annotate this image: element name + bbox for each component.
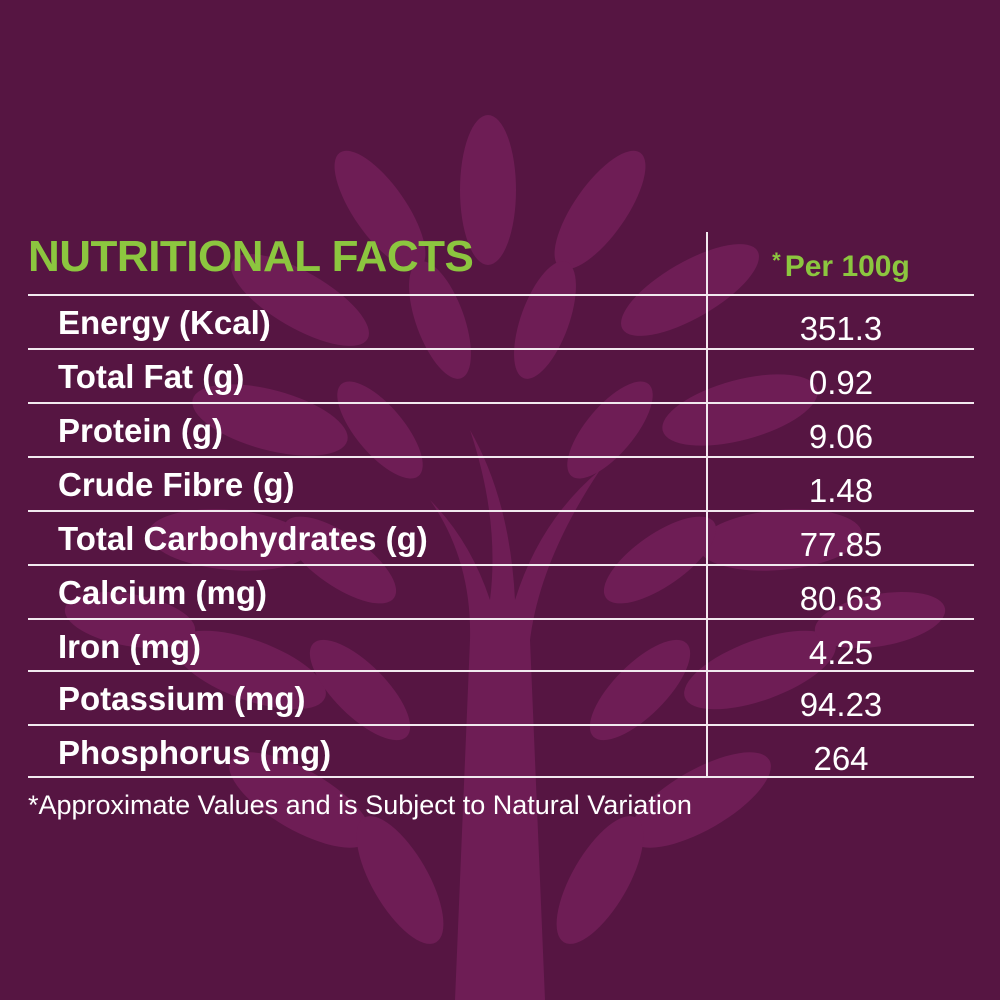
table-row: Calcium (mg) 80.63 [28,566,974,620]
row-rule [28,724,974,726]
row-rule [28,402,974,404]
nutrient-value: 4.25 [808,634,874,671]
column-header: * Per 100g [708,248,974,284]
row-rule [28,564,974,566]
table-row: Energy (Kcal) 351.3 [28,296,974,350]
nutrient-label: Calcium (mg) [58,574,268,611]
row-rule [28,510,974,512]
table-row: Total Fat (g) 0.92 [28,350,974,404]
column-header-label: Per 100g [784,250,910,283]
column-divider [706,232,708,778]
nutrient-value: 0.92 [808,364,874,401]
nutrient-value: 264 [813,740,869,777]
nutrient-label: Total Fat (g) [58,358,245,395]
nutrient-label: Iron (mg) [58,628,201,665]
row-rule [28,618,974,620]
row-rule [28,348,974,350]
nutrient-label: Protein (g) [58,412,223,449]
table-row: Crude Fibre (g) 1.48 [28,458,974,512]
nutrient-value: 1.48 [808,472,874,509]
nutrient-label: Energy (Kcal) [58,304,271,341]
header-rule [28,294,974,296]
row-rule [28,670,974,672]
row-rule [28,456,974,458]
table-row: Protein (g) 9.06 [28,404,974,458]
nutrient-value: 9.06 [808,418,874,455]
footnote: *Approximate Values and is Subject to Na… [28,790,692,820]
nutrient-value: 351.3 [799,310,883,347]
panel-title: NUTRITIONAL FACTS [28,232,474,281]
table-bottom-rule [28,776,974,778]
table-row: Phosphorus (mg) 264 [28,726,974,780]
table-row: Iron (mg) 4.25 [28,620,974,674]
nutrient-label: Crude Fibre (g) [58,466,295,503]
nutrient-label: Phosphorus (mg) [58,734,332,771]
table-row: Potassium (mg) 94.23 [28,672,974,726]
table-row: Total Carbohydrates (g) 77.85 [28,512,974,566]
nutrient-label: Total Carbohydrates (g) [58,520,428,557]
nutrient-label: Potassium (mg) [58,680,306,717]
nutrient-value: 77.85 [799,526,883,563]
nutrient-value: 94.23 [799,686,883,723]
column-header-asterisk: * [772,248,781,273]
nutrient-value: 80.63 [799,580,883,617]
